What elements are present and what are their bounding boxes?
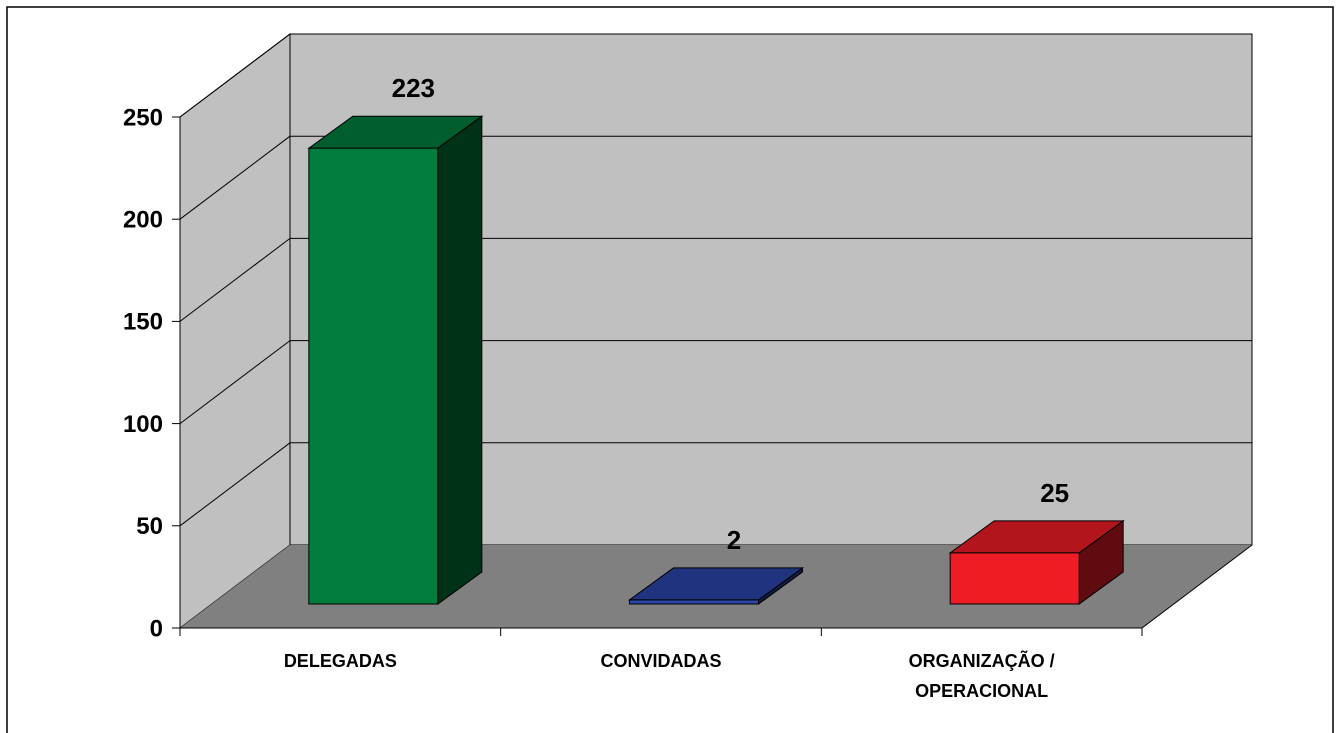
grid-line: [179, 340, 291, 424]
chart-frame: [6, 6, 1334, 733]
x-tick-label: DELEGADAS: [283, 651, 397, 671]
bar: [308, 147, 439, 605]
floor-edge: [1141, 544, 1253, 629]
y-tick-label: 100: [123, 411, 163, 438]
y-tick-label: 50: [136, 513, 163, 540]
bar: [629, 599, 759, 605]
y-tick-label: 200: [123, 207, 163, 234]
side-wall: [179, 32, 291, 630]
y-tick-label: 150: [123, 309, 163, 336]
bar: [949, 552, 1080, 605]
y-tick-label: 250: [123, 104, 163, 131]
value-label: 25: [1040, 478, 1069, 508]
grid-line: [179, 135, 291, 220]
value-label: 2: [727, 525, 741, 555]
x-tick-label: CONVIDADAS: [600, 651, 722, 671]
grid-line: [179, 238, 291, 322]
grid-line: [179, 33, 291, 118]
bar-side: [437, 115, 483, 605]
value-label: 223: [392, 73, 435, 103]
y-tick-label: 0: [150, 615, 163, 642]
x-tick-label: ORGANIZAÇÃO / OPERACIONAL: [908, 651, 1055, 701]
grid-line: [179, 442, 291, 527]
